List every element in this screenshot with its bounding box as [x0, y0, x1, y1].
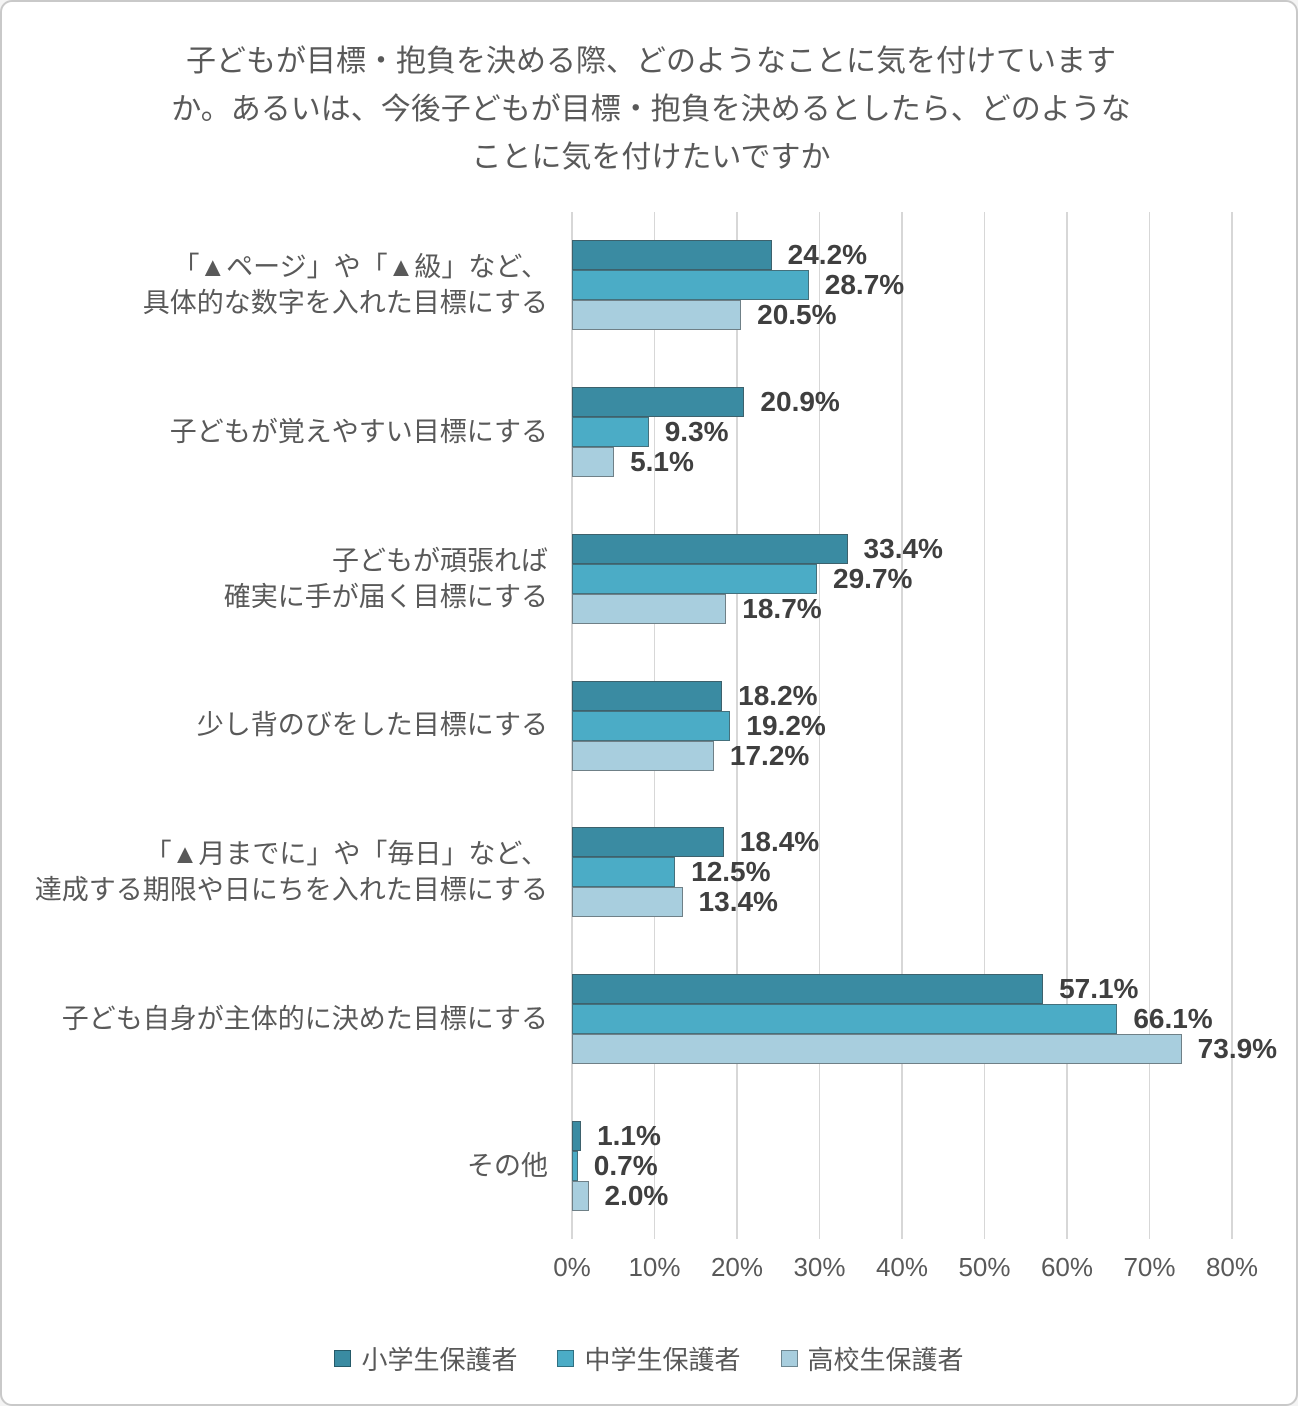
gridline: [818, 212, 821, 1239]
bar-高校生保護者: 2.0%: [572, 1180, 668, 1211]
category-label-line: 子どもが頑張れば: [332, 545, 548, 576]
bar-value-label: 12.5%: [691, 856, 771, 888]
bar-value-label: 33.4%: [863, 532, 943, 564]
category-label: 「▲月までに」や「毎日」など、達成する期限や日にちを入れた目標にする: [30, 799, 548, 946]
x-axis: 0% 10% 20% 30% 40% 50% 60% 70% 80%: [553, 1252, 1258, 1286]
bar-value-label: 18.7%: [742, 592, 822, 624]
bar-小学生保護者: 18.2%: [572, 680, 818, 711]
legend-item: 高校生保護者: [780, 1340, 964, 1377]
legend-label: 中学生保護者: [584, 1345, 741, 1375]
bar-小学生保護者: 20.9%: [572, 386, 840, 418]
bar-中学生保護者: 19.2%: [572, 710, 826, 741]
category-label: 「▲ページ」や「▲級」など、具体的な数字を入れた目標にする: [30, 212, 548, 359]
chart-title-line: ことに気を付けたいですか: [471, 141, 831, 174]
category-label-line: 子どもが覚えやすい目標にする: [169, 417, 548, 448]
bar-value-label: 28.7%: [824, 269, 905, 301]
category-label-line: その他: [467, 1150, 548, 1181]
bar-value-label: 9.3%: [664, 416, 729, 448]
bar-value-label: 0.7%: [593, 1149, 658, 1181]
legend-swatch: [334, 1350, 352, 1367]
x-axis-tick-label: 70%: [1123, 1252, 1176, 1282]
gridline: [1066, 212, 1068, 1239]
bar-高校生保護者: 18.7%: [572, 593, 822, 624]
bar-value-label: 2.0%: [604, 1179, 669, 1211]
category-label: 少し背のびをした目標にする: [30, 652, 548, 799]
chart-title: 子どもが目標・抱負を決める際、どのようなことに気を付けています か。あるいは、今…: [62, 38, 1240, 182]
bar-value-label: 5.1%: [630, 446, 694, 478]
bar-value-label: 24.2%: [787, 239, 868, 271]
category-label: 子ども自身が主体的に決めた目標にする: [30, 946, 548, 1093]
bar-value-label: 17.2%: [729, 739, 810, 771]
x-axis-tick-label: 50%: [958, 1252, 1011, 1282]
bar-value-label: 20.9%: [760, 386, 840, 418]
category-label: 子どもが覚えやすい目標にする: [30, 359, 548, 506]
bar-小学生保護者: 24.2%: [572, 239, 867, 271]
plot-area: 24.2% 28.7% 20.5% 20.9% 9.3% 5.1% 33.4% 29.7% 18…: [571, 212, 1277, 1239]
bar-高校生保護者: 13.4%: [572, 886, 778, 918]
category-label-line: 「▲月までに」や「毎日」など、: [144, 839, 548, 870]
bar-小学生保護者: 1.1%: [572, 1120, 661, 1151]
legend-swatch: [557, 1350, 575, 1367]
bar-value-label: 18.4%: [739, 826, 820, 858]
bar-value-label: 29.7%: [833, 562, 913, 594]
gridline: [901, 212, 903, 1239]
bar-中学生保護者: 12.5%: [572, 856, 771, 888]
category-label-line: 子ども自身が主体的に決めた目標にする: [61, 1003, 548, 1034]
bar-高校生保護者: 5.1%: [572, 446, 694, 478]
bar-中学生保護者: 29.7%: [572, 563, 912, 594]
bar-高校生保護者: 20.5%: [572, 299, 837, 331]
bar-value-label: 73.9%: [1197, 1032, 1278, 1064]
legend-swatch: [780, 1350, 798, 1367]
category-label-line: 確実に手が届く目標にする: [223, 581, 548, 612]
x-axis-tick-label: 0%: [553, 1252, 591, 1282]
chart-title-line: 子どもが目標・抱負を決める際、どのようなことに気を付けています: [186, 45, 1116, 78]
category-label-line: 具体的な数字を入れた目標にする: [142, 288, 548, 319]
gridline: [1231, 212, 1233, 1239]
x-axis-tick-label: 20%: [710, 1252, 764, 1282]
bar-value-label: 1.1%: [597, 1119, 661, 1151]
category-label: その他: [30, 1092, 548, 1239]
gridline: [736, 212, 738, 1239]
legend-label: 小学生保護者: [361, 1345, 518, 1375]
bar-中学生保護者: 9.3%: [572, 416, 729, 448]
gridline: [1148, 212, 1151, 1239]
legend-item: 小学生保護者: [334, 1340, 517, 1377]
bar-小学生保護者: 33.4%: [572, 533, 943, 564]
bar-value-label: 18.2%: [738, 679, 818, 711]
bar-value-label: 13.4%: [698, 886, 778, 918]
bar-中学生保護者: 66.1%: [572, 1003, 1213, 1034]
chart-title-line: か。あるいは、今後子どもが目標・抱負を決めるとしたら、どのような: [171, 93, 1131, 126]
x-axis-tick-label: 10%: [628, 1252, 681, 1282]
x-axis-tick-label: 60%: [1040, 1252, 1094, 1282]
bar-高校生保護者: 17.2%: [572, 740, 809, 771]
gridline: [983, 212, 986, 1239]
category-axis: 「▲ページ」や「▲級」など、具体的な数字を入れた目標にする子どもが覚えやすい目標…: [30, 212, 548, 1239]
category-label-line: 達成する期限や日にちを入れた目標にする: [34, 875, 548, 906]
bar-value-label: 57.1%: [1059, 972, 1139, 1004]
legend-item: 中学生保護者: [557, 1340, 741, 1377]
bar-中学生保護者: 28.7%: [572, 269, 904, 301]
x-axis-tick-label: 40%: [875, 1252, 929, 1282]
x-axis-tick-label: 30%: [793, 1252, 846, 1282]
legend: 小学生保護者 中学生保護者 高校生保護者: [2, 1340, 1296, 1377]
bar-小学生保護者: 57.1%: [572, 973, 1138, 1004]
category-label-line: 少し背のびをした目標にする: [196, 710, 548, 741]
category-label-line: 「▲ページ」や「▲級」など、: [172, 252, 548, 283]
bar-中学生保護者: 0.7%: [572, 1150, 658, 1181]
legend-label: 高校生保護者: [807, 1345, 964, 1375]
bar-value-label: 19.2%: [746, 709, 826, 741]
bar-value-label: 20.5%: [757, 299, 837, 331]
bar-小学生保護者: 18.4%: [572, 826, 819, 858]
x-axis-tick-label: 80%: [1205, 1252, 1259, 1282]
bar-高校生保護者: 73.9%: [572, 1033, 1277, 1064]
bar-value-label: 66.1%: [1133, 1002, 1213, 1034]
category-label: 子どもが頑張れば確実に手が届く目標にする: [30, 505, 548, 652]
